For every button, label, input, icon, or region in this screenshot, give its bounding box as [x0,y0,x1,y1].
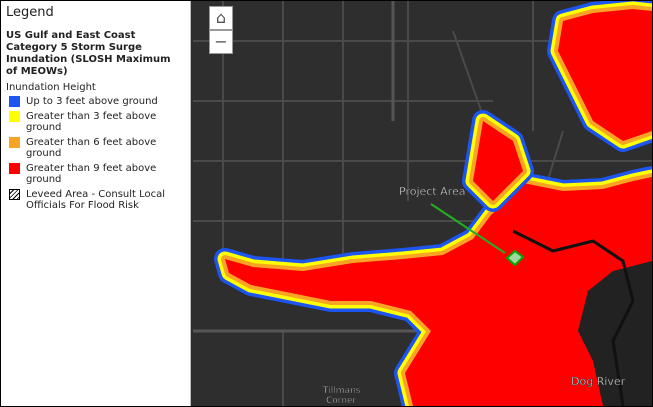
legend-panel: Legend US Gulf and East Coast Category 5… [1,1,191,406]
legend-swatch [9,137,20,148]
layer-title: US Gulf and East Coast Category 5 Storm … [6,30,171,77]
map-label: Dog River [571,375,626,388]
legend-item: Leveed Area - Consult Local Officials Fo… [6,189,185,211]
legend-swatch [9,163,20,174]
legend-title: Legend [6,5,54,20]
home-button[interactable]: ⌂ [209,6,233,30]
legend-swatch [9,111,20,122]
river [512,229,635,406]
legend-label: Greater than 9 feet above ground [26,163,157,185]
flood-zone [225,177,652,406]
legend-subtitle: Inundation Height [6,82,96,93]
legend-swatch [9,189,20,200]
map-label: Corner [326,396,357,406]
pointer-line [430,203,506,254]
legend-label: Up to 3 feet above ground [26,96,158,107]
legend-swatch [9,96,20,107]
map-label: Project Area [399,185,465,198]
legend-item: Greater than 6 feet above ground [6,137,185,159]
zoom-out-button[interactable]: − [209,30,233,54]
legend-label: Leveed Area - Consult Local Officials Fo… [26,189,166,211]
legend-label: Greater than 6 feet above ground [26,137,157,159]
map-label: Tillmans [322,386,361,396]
legend-label: Greater than 3 feet above ground [26,111,157,133]
legend-item: Up to 3 feet above ground [6,96,185,107]
leveed-area [505,249,525,267]
map: Project Area Dog River Tillmans Corner [193,1,652,406]
legend-item: Greater than 3 feet above ground [6,111,185,133]
flood-zone [473,121,523,201]
legend-items: Up to 3 feet above ground Greater than 3 … [6,96,185,211]
flood-zones [214,1,652,406]
legend-item: Greater than 9 feet above ground [6,163,185,185]
flood-zone [558,9,652,141]
